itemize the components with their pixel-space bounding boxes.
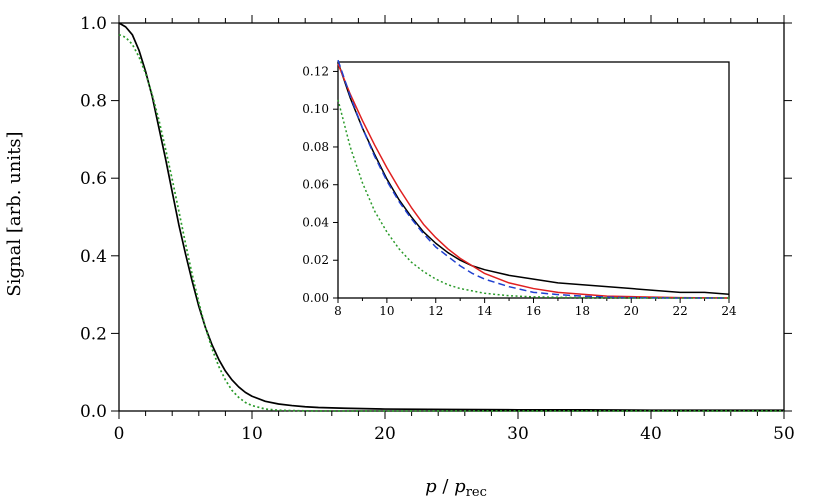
main-series-1-line [118,33,784,412]
inset-frame [337,61,730,299]
main-xtick-label: 50 [773,424,795,444]
inset-ytick-label: 0.00 [302,291,329,305]
inset-xtick-label: 18 [575,304,590,318]
inset-series-2-line [337,59,729,299]
main-ytick-label: 0.0 [80,402,107,422]
x-axis-title: p / prec [425,476,487,498]
inset-xtick-label: 16 [526,304,541,318]
inset-xtick-label: 24 [721,304,737,318]
y-axis-title: Signal [arb. units] [4,131,25,296]
inset-ytick-label: 0.12 [302,64,329,78]
inset-ytick-label: 0.04 [302,215,329,229]
inset-ytick-label: 0.08 [302,140,329,154]
main-ytick-label: 0.8 [80,92,107,112]
inset-ytick-label: 0.06 [302,178,329,192]
main-xtick-label: 10 [241,424,263,444]
main-xtick-label: 0 [114,424,125,444]
main-ytick-label: 0.6 [80,169,107,189]
inset-plot: 8 10 12 14 16 18 20 22 24 0.00 0.02 0.04 0.06 0.08 0.1… [302,59,737,318]
main-xtick-label: 40 [640,424,662,444]
inset-xtick-label: 14 [477,304,493,318]
main-xtick-label: 20 [374,424,396,444]
main-ytick-label: 0.4 [80,247,107,267]
main-ytick-label: 0.2 [80,324,107,344]
inset-series-1-line [337,63,730,299]
inset-xtick-label: 22 [672,304,687,318]
inset-xtick-label: 12 [428,304,443,318]
inset-xtick-label: 8 [334,304,342,318]
main-xtick-label: 30 [507,424,529,444]
inset-ytick-label: 0.10 [302,102,329,116]
inset-xtick-label: 10 [379,304,394,318]
main-ytick-label: 1.0 [80,14,107,34]
inset-ytick-label: 0.02 [302,253,329,267]
inset-xtick-label: 20 [624,304,639,318]
main-series-0-line [118,22,784,412]
